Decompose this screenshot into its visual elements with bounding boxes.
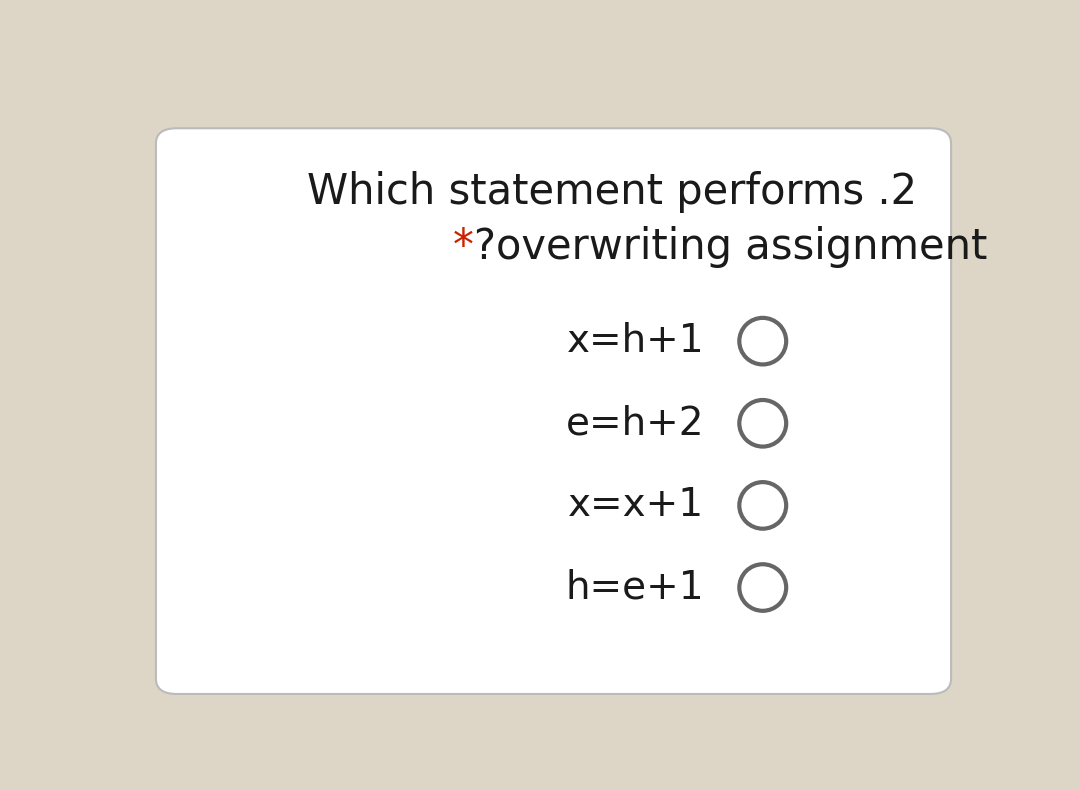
Text: x=x+1: x=x+1	[568, 487, 704, 525]
Ellipse shape	[740, 318, 786, 364]
Text: h=e+1: h=e+1	[566, 569, 704, 607]
Text: e=h+2: e=h+2	[566, 404, 704, 442]
Text: *: *	[454, 226, 487, 268]
Text: ?overwriting assignment: ?overwriting assignment	[474, 226, 987, 268]
Ellipse shape	[740, 400, 786, 446]
Text: Which statement performs .2: Which statement performs .2	[307, 171, 917, 213]
Ellipse shape	[740, 564, 786, 611]
Ellipse shape	[740, 482, 786, 529]
Text: x=h+1: x=h+1	[567, 322, 704, 360]
FancyBboxPatch shape	[156, 128, 951, 694]
